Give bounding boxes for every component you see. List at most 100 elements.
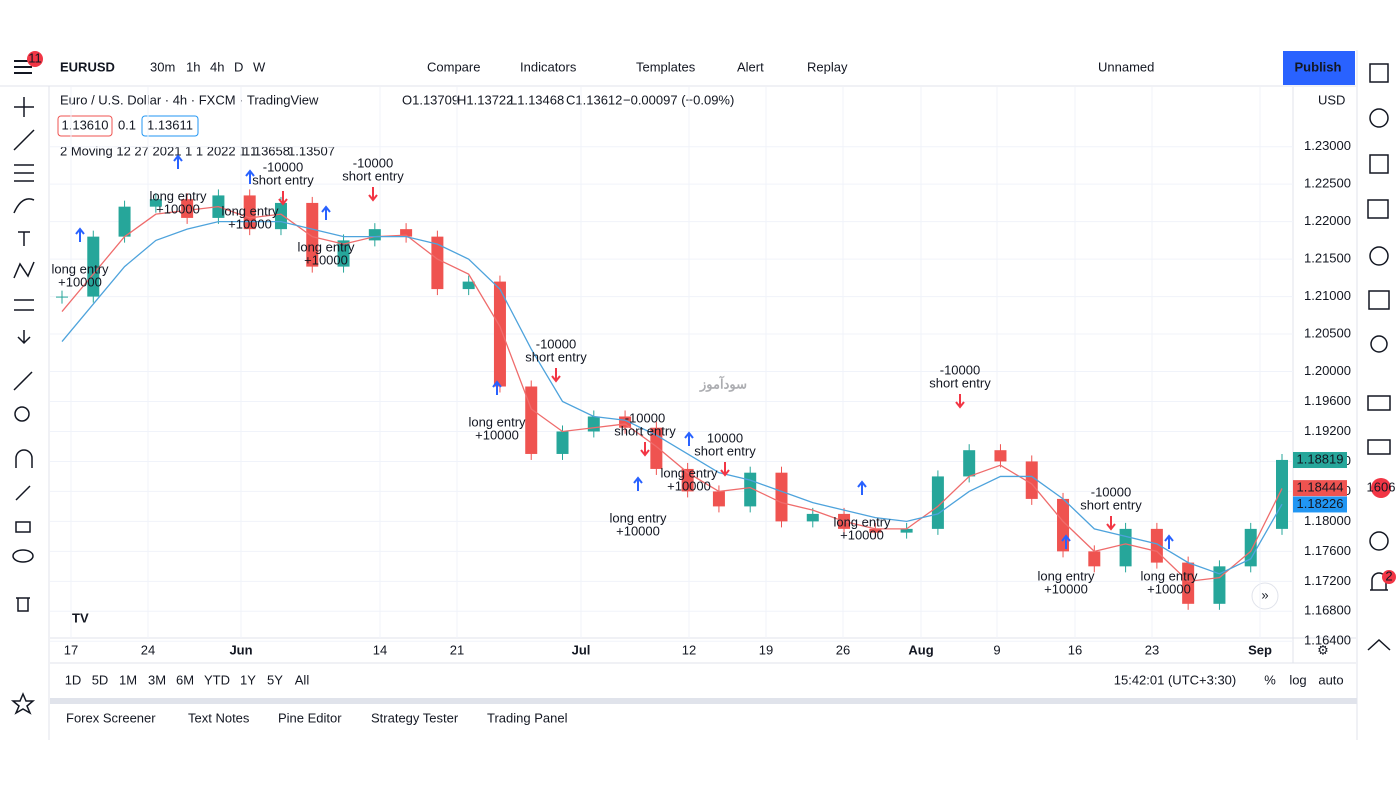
y-tick-label: 1.21500 xyxy=(1304,251,1351,266)
candle xyxy=(337,240,350,267)
signal-label: short entry xyxy=(694,443,756,458)
layout-name[interactable]: Unnamed xyxy=(1098,59,1154,74)
indicator-value: 1.13507 xyxy=(288,143,335,158)
candle xyxy=(1276,459,1288,529)
legend-title: Euro / U.S. Dollar · 4h · FXCM · Trading… xyxy=(60,92,319,107)
candle xyxy=(806,513,819,522)
buy-price[interactable]: 1.13611 xyxy=(147,117,193,132)
candle xyxy=(306,202,319,267)
signal-amount: +10000 xyxy=(1147,581,1191,596)
symbol[interactable]: EURUSD xyxy=(60,59,115,74)
toolbar-button[interactable]: Compare xyxy=(427,59,480,74)
range-button[interactable]: 1M xyxy=(119,672,137,687)
price-tag-label: 1.18819 xyxy=(1297,451,1344,466)
candle xyxy=(994,450,1007,462)
signal-amount: 10000 xyxy=(707,430,743,445)
signal-label: short entry xyxy=(614,423,676,438)
candle xyxy=(931,476,944,529)
signal-label: short entry xyxy=(342,168,404,183)
x-tick-label: 16 xyxy=(1068,642,1082,657)
watermark: سودآموز xyxy=(699,375,747,392)
signal-label: short entry xyxy=(1080,497,1142,512)
range-button[interactable]: 1Y xyxy=(240,672,256,687)
ohlc-value: H1.13722 xyxy=(457,92,513,107)
long-arrow xyxy=(173,154,183,169)
signal-label: long entry xyxy=(297,239,355,254)
publish-button[interactable]: Publish xyxy=(1295,59,1342,74)
x-tick-label: Sep xyxy=(1248,642,1272,657)
x-tick-label: 23 xyxy=(1145,642,1159,657)
candle xyxy=(431,236,444,290)
y-tick-label: 1.16800 xyxy=(1304,603,1351,618)
candle xyxy=(1025,461,1038,499)
interval[interactable]: 30m xyxy=(150,59,175,74)
range-button[interactable]: 3M xyxy=(148,672,166,687)
signal-amount: -10000 xyxy=(536,336,576,351)
candle xyxy=(462,281,475,290)
signal-label: long entry xyxy=(221,203,279,218)
toolbar-button[interactable]: Alert xyxy=(737,59,764,74)
candle xyxy=(1244,528,1257,567)
range-button[interactable]: 5Y xyxy=(267,672,283,687)
signal-label: long entry xyxy=(149,188,207,203)
moving-average-line xyxy=(61,206,1283,583)
y-tick-label: 1.16400 xyxy=(1304,633,1351,648)
scroll-button[interactable] xyxy=(1251,582,1279,610)
interval[interactable]: 1h xyxy=(186,59,200,74)
candle xyxy=(587,416,600,432)
x-tick-label: 24 xyxy=(141,642,155,657)
signal-label: long entry xyxy=(1140,568,1198,583)
y-tick-label: 1.17600 xyxy=(1304,543,1351,558)
signal-amount: +10000 xyxy=(475,427,519,442)
toolbar-button[interactable]: Replay xyxy=(807,59,848,74)
range-button[interactable]: 5D xyxy=(92,672,109,687)
right-sidebar-icons xyxy=(1367,63,1391,651)
x-tick-label: 17 xyxy=(64,642,78,657)
interval[interactable]: 4h xyxy=(210,59,224,74)
x-tick-label: 12 xyxy=(682,642,696,657)
ohlc-value: C1.13612 xyxy=(566,92,622,107)
range-button[interactable]: YTD xyxy=(204,672,230,687)
sell-price[interactable]: 1.13610 xyxy=(62,117,109,132)
scale-option[interactable]: % xyxy=(1264,672,1276,687)
candle xyxy=(1119,528,1132,567)
scale-option[interactable]: log xyxy=(1289,672,1306,687)
long-arrow xyxy=(75,227,85,242)
indicator-value: 1.13658 xyxy=(243,143,290,158)
spread: 0.1 xyxy=(118,117,136,132)
candle xyxy=(118,206,131,237)
bottom-tab[interactable]: Strategy Tester xyxy=(371,710,459,725)
scroll-button-icon[interactable]: » xyxy=(1261,587,1268,602)
x-tick-label: 19 xyxy=(759,642,773,657)
x-tick-label: Jul xyxy=(572,642,591,657)
price-tag-label: 1.18444 xyxy=(1297,480,1344,495)
toolbar-button[interactable]: Templates xyxy=(636,59,696,74)
settings-icon[interactable]: ⚙ xyxy=(1317,642,1329,657)
candle xyxy=(525,386,538,454)
y-tick-label: 1.17200 xyxy=(1304,573,1351,588)
range-button[interactable]: 6M xyxy=(176,672,194,687)
range-button[interactable]: All xyxy=(295,672,310,687)
interval[interactable]: W xyxy=(253,59,266,74)
currency: USD xyxy=(1318,92,1345,107)
short-arrow xyxy=(1106,516,1116,531)
scale-option[interactable]: auto xyxy=(1318,672,1343,687)
bottom-tab[interactable]: Trading Panel xyxy=(487,710,568,725)
candle xyxy=(619,416,632,428)
signal-amount: -10000 xyxy=(940,362,980,377)
bottom-tab[interactable]: Pine Editor xyxy=(278,710,342,725)
candle xyxy=(556,431,569,454)
tv-logo: TV xyxy=(72,610,89,625)
bottom-tab[interactable]: Forex Screener xyxy=(66,710,156,725)
short-arrow xyxy=(720,462,730,477)
bottom-tab[interactable]: Text Notes xyxy=(188,710,250,725)
x-tick-label: 21 xyxy=(450,642,464,657)
candle xyxy=(650,427,663,469)
badge-count: 2 xyxy=(1385,568,1392,583)
toolbar-button[interactable]: Indicators xyxy=(520,59,577,74)
range-button[interactable]: 1D xyxy=(65,672,82,687)
publish-button-bg[interactable] xyxy=(1283,51,1355,85)
interval[interactable]: D xyxy=(234,59,243,74)
candle xyxy=(900,528,913,533)
